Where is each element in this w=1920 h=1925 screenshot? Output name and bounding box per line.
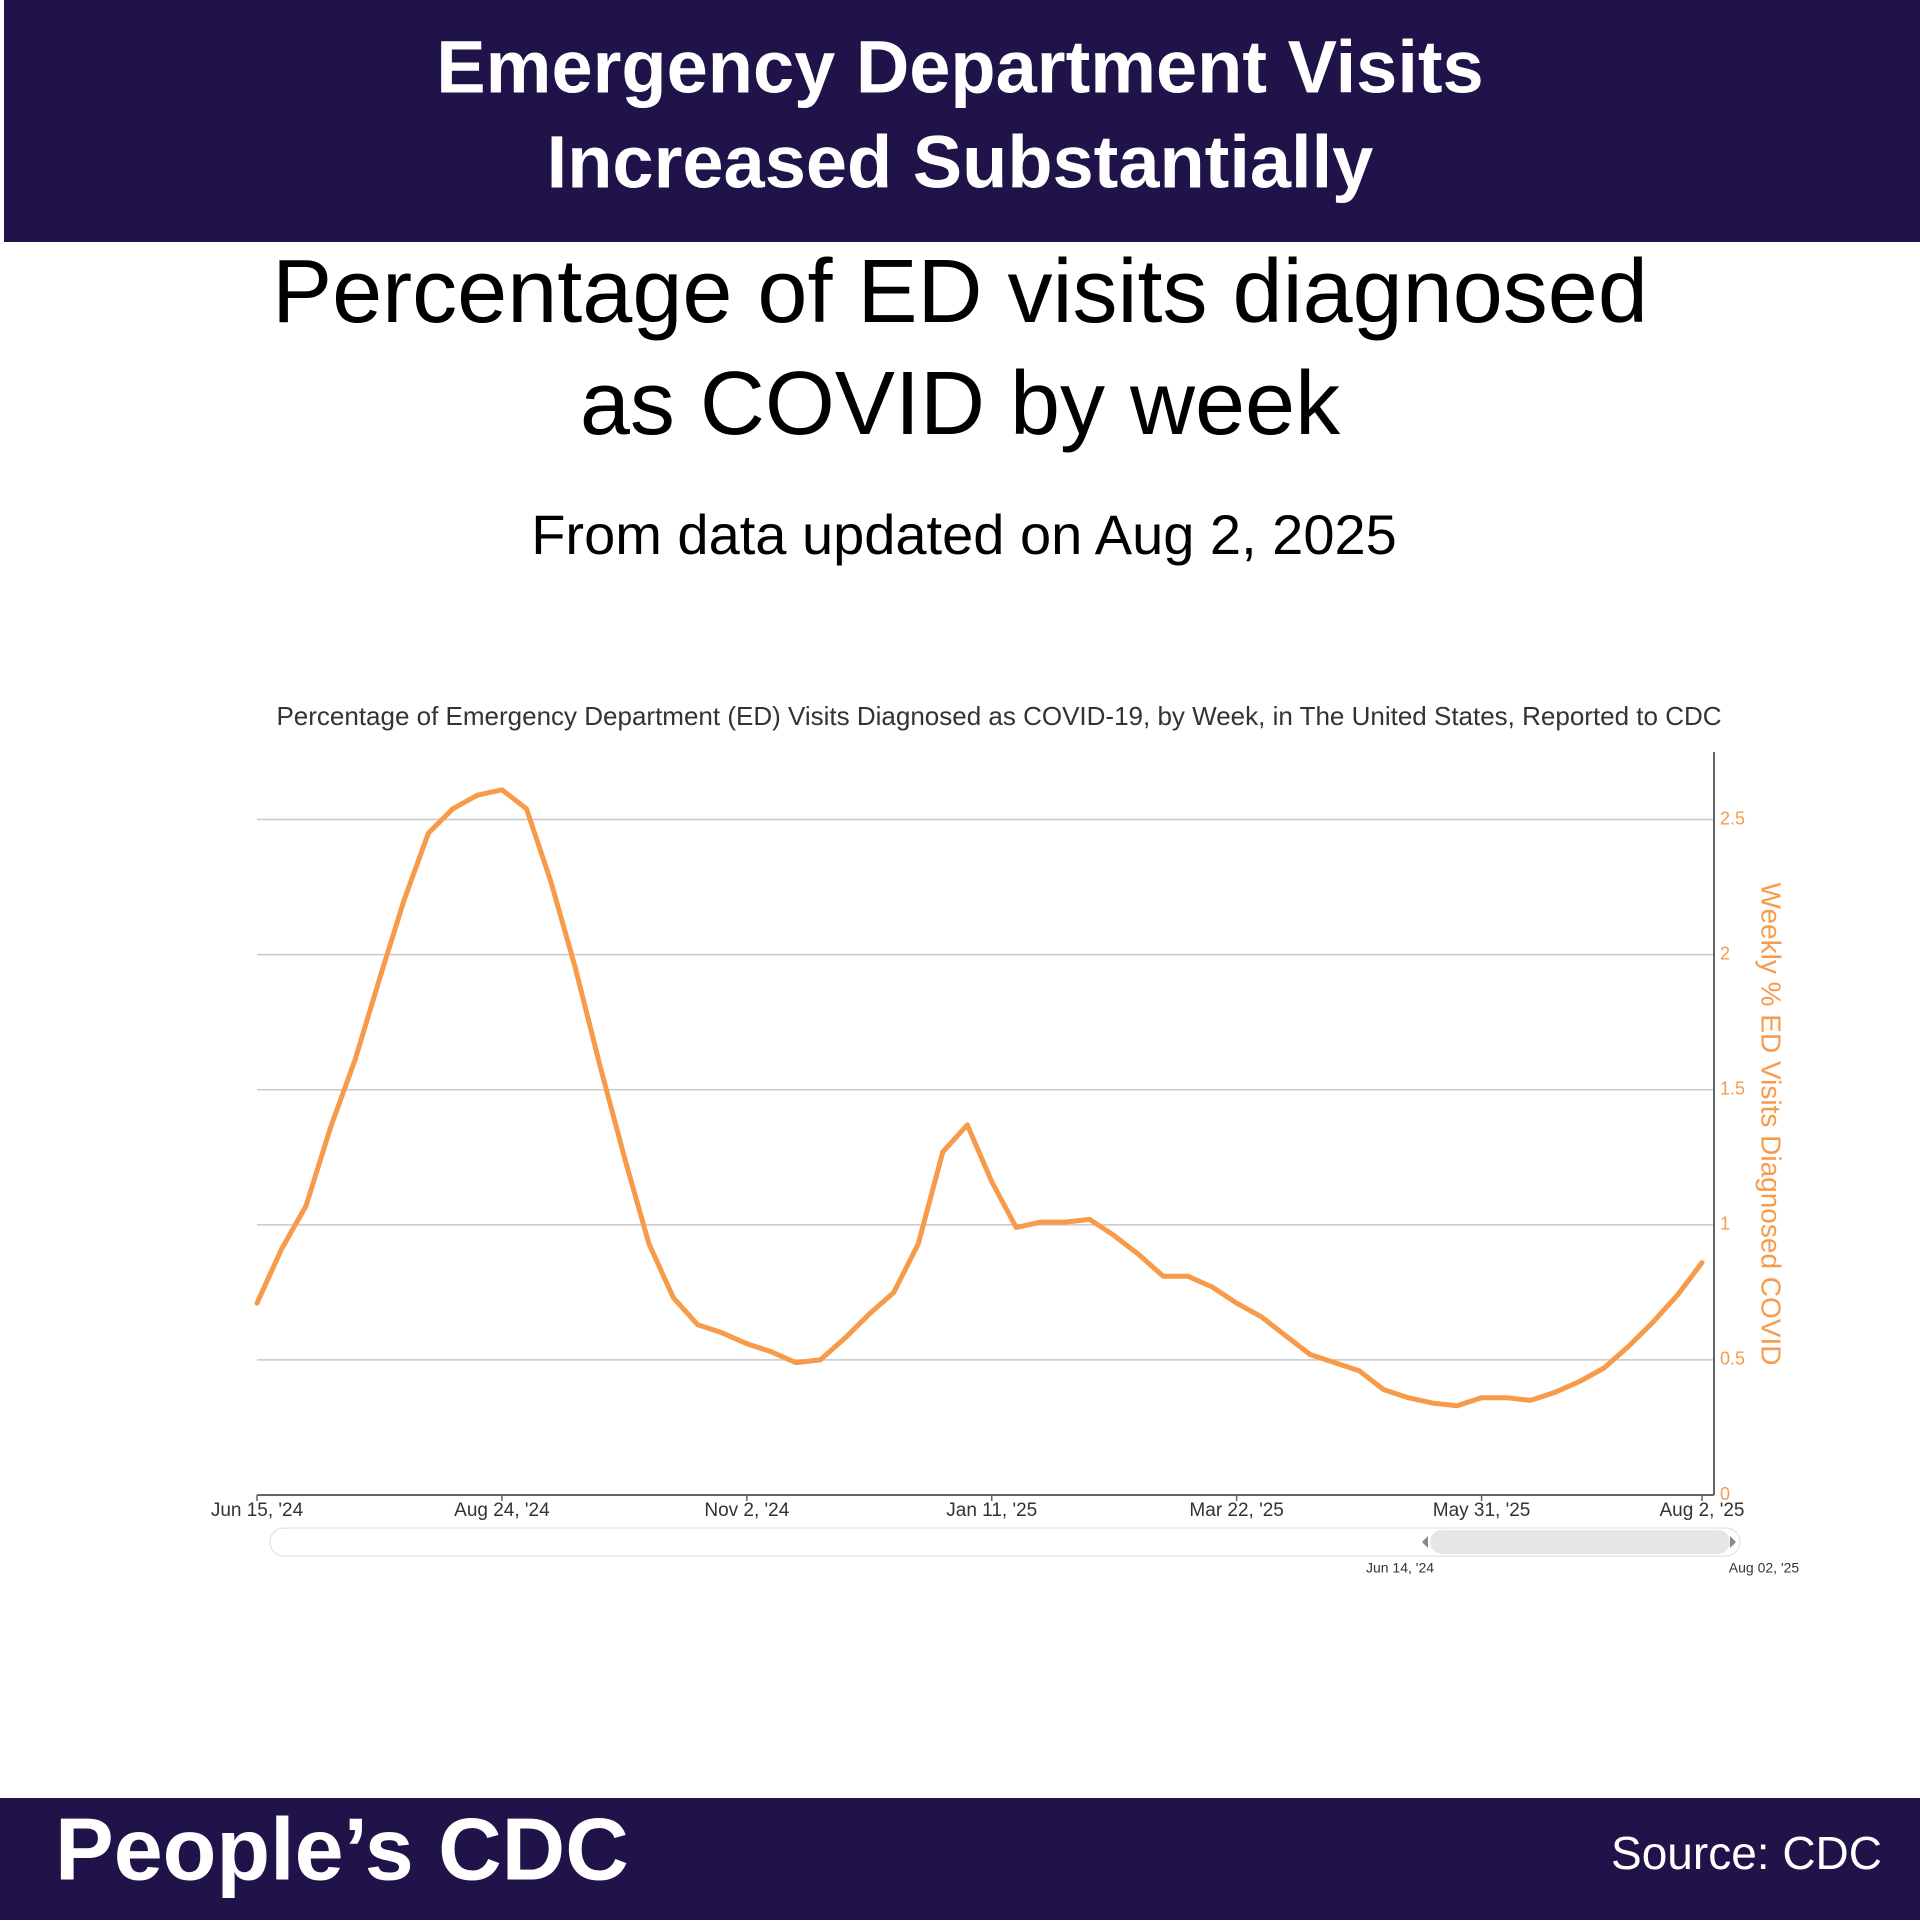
x-tick-label: Nov 2, '24 (704, 1500, 789, 1521)
x-tick-label: Aug 24, '24 (454, 1500, 550, 1521)
y-tick-label: 0 (1720, 1484, 1730, 1504)
header-band (4, 0, 1920, 242)
navigator-label: Aug 02, '25 (1729, 1560, 1800, 1576)
update-note: From data updated on Aug 2, 2025 (531, 503, 1397, 566)
data-line (254, 787, 1705, 1409)
subtitle: as COVID by week (580, 354, 1341, 454)
y-axis-title: Weekly % ED Visits Diagnosed COVID (1756, 883, 1787, 1366)
subtitle: Percentage of ED visits diagnosed (272, 242, 1648, 342)
brand: People’s CDC (55, 1799, 629, 1898)
x-tick-label: Jan 11, '25 (946, 1500, 1037, 1521)
navigator-handle[interactable] (1422, 1536, 1428, 1548)
navigator-window[interactable] (1430, 1530, 1730, 1554)
y-tick-label: 2 (1720, 943, 1730, 963)
y-tick-label: 1.5 (1720, 1078, 1745, 1098)
navigator-label: Jun 14, '24 (1366, 1560, 1434, 1576)
x-tick-label: Jun 15, '24 (211, 1500, 304, 1521)
navigator-track[interactable] (269, 1527, 1741, 1557)
headline: Increased Substantially (547, 121, 1374, 204)
y-tick-label: 0.5 (1720, 1349, 1745, 1369)
y-tick-label: 2.5 (1720, 808, 1745, 828)
x-tick-label: May 31, '25 (1433, 1500, 1531, 1521)
x-tick-label: Mar 22, '25 (1189, 1500, 1283, 1521)
y-tick-label: 1 (1720, 1214, 1730, 1234)
chart-title: Percentage of Emergency Department (ED) … (276, 701, 1721, 731)
headline: Emergency Department Visits (436, 26, 1483, 109)
source: Source: CDC (1611, 1827, 1882, 1879)
navigator-handle[interactable] (1730, 1536, 1736, 1548)
footer-band (0, 1798, 1920, 1920)
x-tick-label: Aug 2, '25 (1660, 1500, 1745, 1521)
